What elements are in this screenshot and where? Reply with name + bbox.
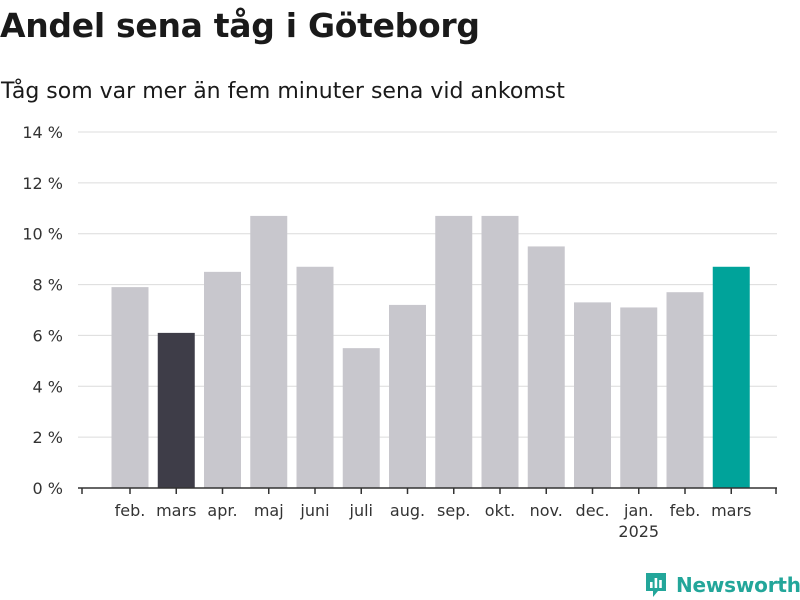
bar	[111, 287, 149, 488]
x-tick-label: okt.	[485, 501, 515, 520]
x-tick-label: apr.	[207, 501, 237, 520]
y-tick-label: 10 %	[22, 225, 63, 244]
y-tick-label: 6 %	[33, 326, 63, 345]
x-tick-label: juli	[349, 501, 373, 520]
bar	[574, 302, 611, 488]
x-tick-label: mars	[156, 501, 196, 520]
bar	[296, 266, 334, 488]
bar	[435, 215, 473, 488]
brand-name: Newsworthy	[676, 573, 800, 597]
newsworthy-icon	[646, 573, 666, 597]
chart-subtitle: Tåg som var mer än fem minuter sena vid …	[1, 79, 565, 104]
bar	[389, 304, 426, 488]
newsworthy-logo: Newsworthy	[644, 569, 800, 600]
y-tick-label: 0 %	[33, 479, 63, 498]
x-year-label: 2025	[618, 522, 659, 541]
bar	[666, 292, 704, 488]
y-tick-label: 2 %	[33, 428, 63, 447]
x-tick-label: mars	[711, 501, 751, 520]
bar	[250, 215, 288, 488]
x-tick-label: jan.	[623, 501, 653, 520]
bar	[342, 348, 380, 488]
x-tick-label: nov.	[530, 501, 563, 520]
y-tick-label: 14 %	[22, 123, 63, 142]
x-tick-label: dec.	[576, 501, 610, 520]
y-tick-label: 12 %	[22, 174, 63, 193]
bar	[481, 215, 519, 488]
x-tick-label: sep.	[437, 501, 470, 520]
y-tick-label: 8 %	[33, 276, 63, 295]
bar	[204, 271, 241, 488]
chart-title: Andel sena tåg i Göteborg	[0, 6, 480, 45]
x-tick-label: aug.	[390, 501, 425, 520]
x-tick-label: maj	[254, 501, 284, 520]
bar	[157, 332, 195, 488]
x-tick-label: juni	[299, 501, 329, 520]
bar	[527, 246, 565, 488]
bar	[712, 266, 750, 488]
y-tick-label: 4 %	[33, 377, 63, 396]
x-tick-label: feb.	[115, 501, 146, 520]
bar	[620, 307, 658, 488]
x-tick-label: feb.	[670, 501, 701, 520]
